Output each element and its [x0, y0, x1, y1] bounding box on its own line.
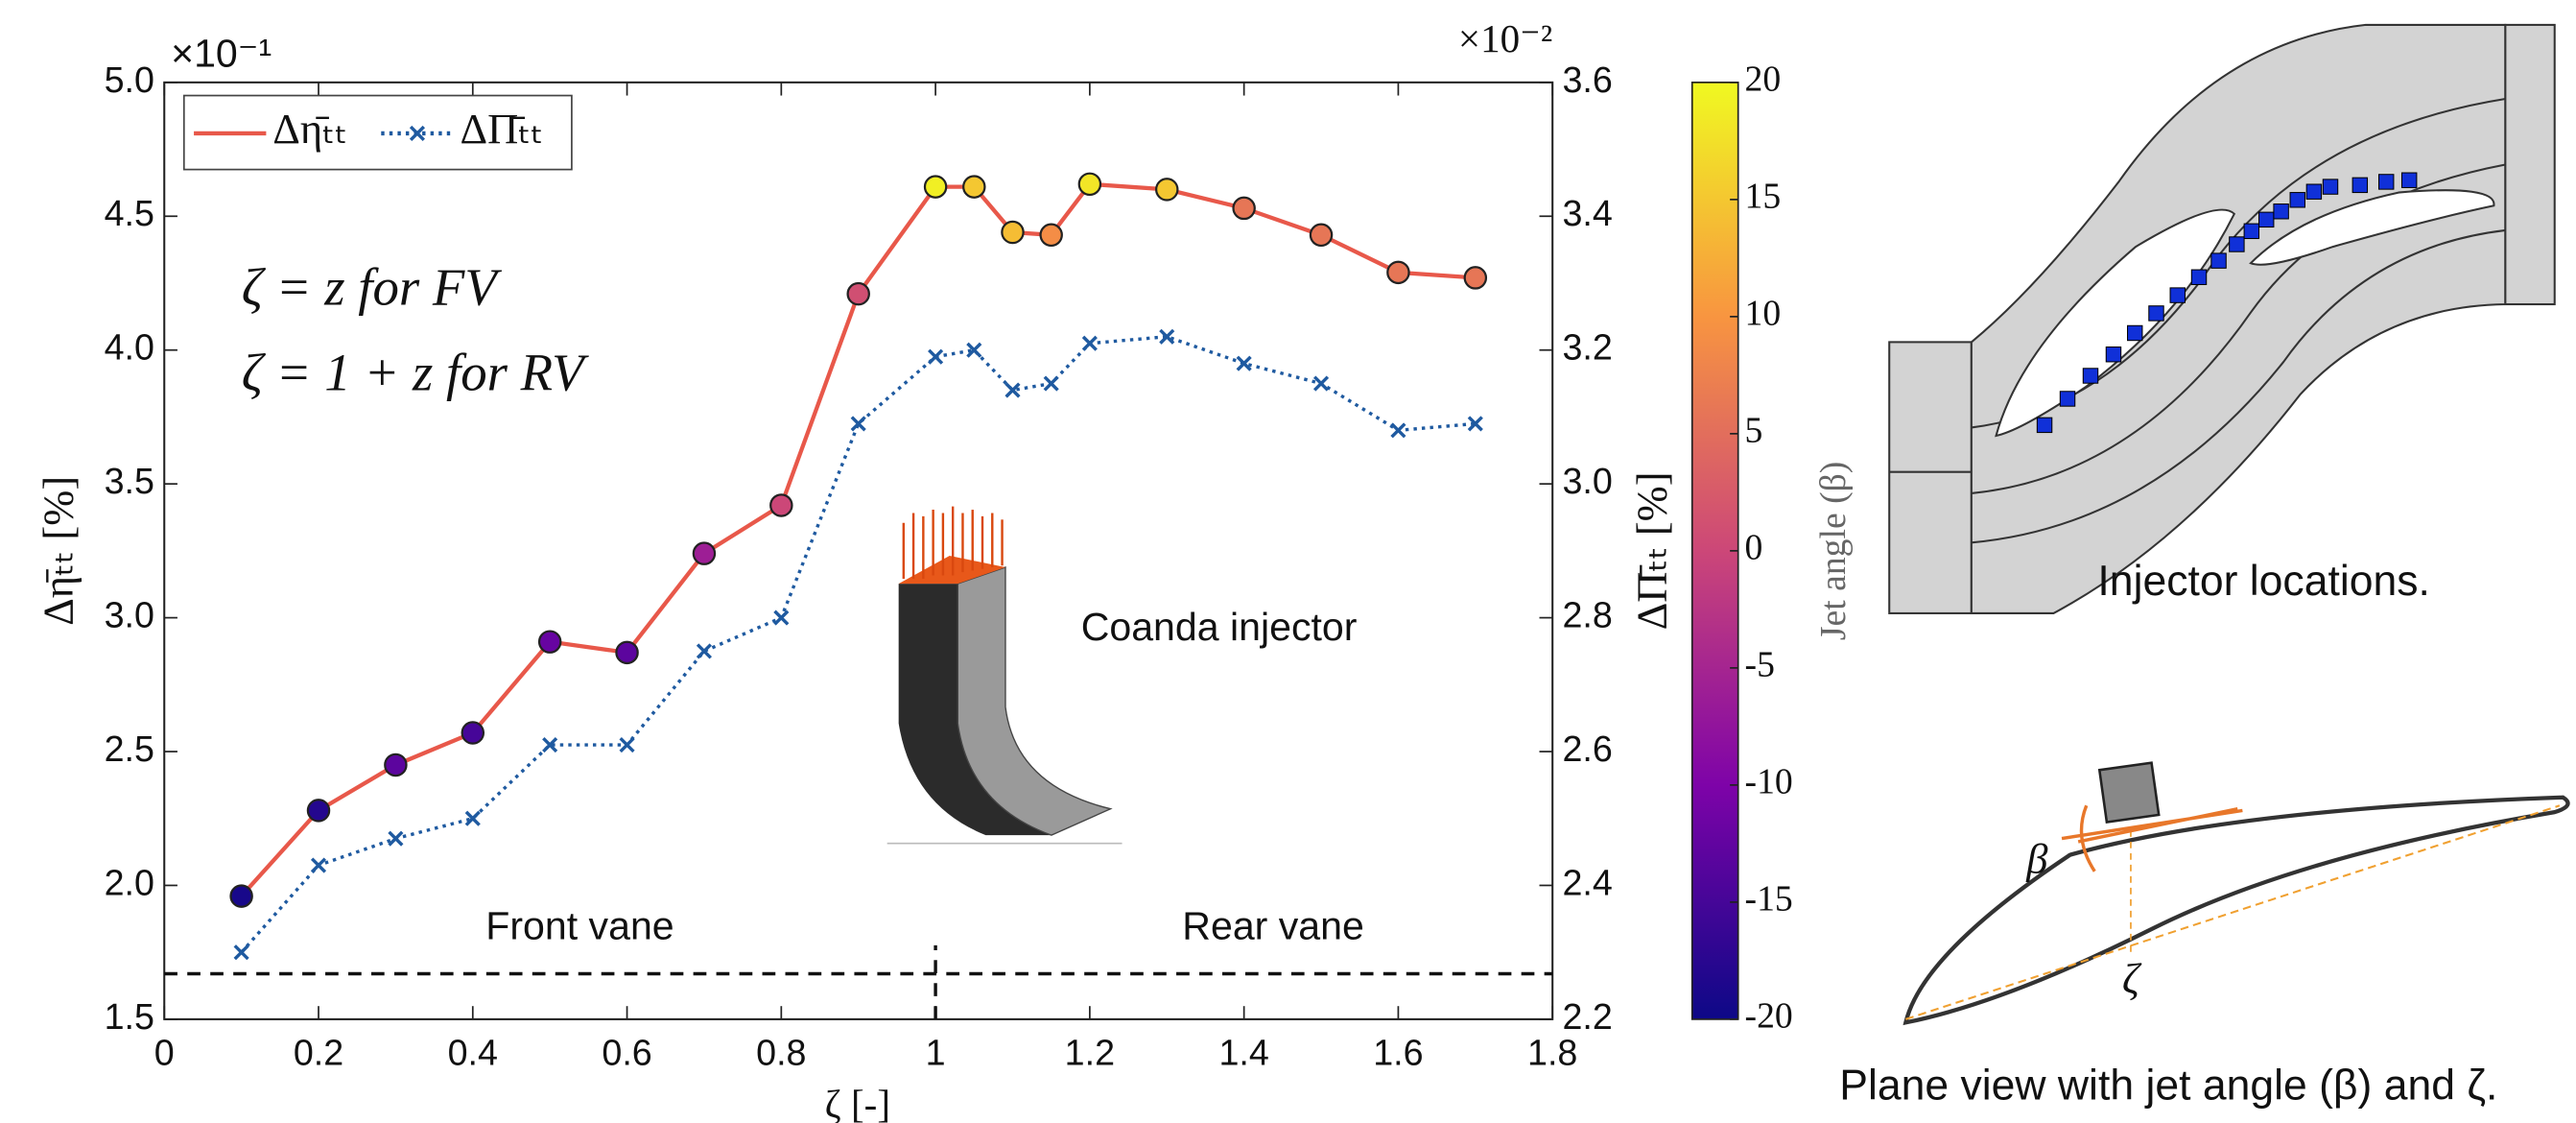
y2-tick-label: 3.2 — [1562, 327, 1612, 368]
annotation: ζ = 1 + z for RV — [242, 344, 589, 402]
y-axis-label: Δη̄ₜₜ [%] — [34, 476, 82, 626]
x-axis-label: ζ [-] — [825, 1082, 890, 1123]
colorbar-label: Jet angle (β) — [1813, 462, 1854, 640]
data-point — [542, 736, 558, 753]
colorbar-tick-label: 10 — [1745, 293, 1782, 333]
x-tick-label: 0 — [154, 1033, 175, 1073]
annotation: Coanda injector — [1081, 605, 1358, 649]
annotation: Front vane — [485, 904, 674, 948]
annotation: ζ = z for FV — [242, 258, 503, 317]
y2-tick-label: 2.8 — [1562, 595, 1612, 635]
plane-caption: Plane view with jet angle (β) and ζ. — [1839, 1063, 2497, 1110]
x-tick-label: 0.4 — [448, 1033, 498, 1073]
data-point — [306, 799, 331, 823]
legend-label: ΔΠ̄ₜₜ — [460, 105, 543, 153]
injector-diagram — [1888, 23, 2556, 614]
data-point — [928, 348, 944, 365]
data-point — [619, 736, 635, 753]
y-tick-label: 2.0 — [105, 862, 154, 902]
x-tick-label: 1 — [926, 1033, 946, 1073]
data-point — [461, 721, 485, 745]
data-point — [966, 342, 982, 358]
y-tick-label: 4.5 — [105, 193, 154, 233]
data-point — [1155, 178, 1179, 202]
data-point — [1077, 172, 1102, 197]
data-point — [850, 416, 866, 432]
annotation: Rear vane — [1182, 904, 1364, 948]
y2-tick-label: 2.6 — [1562, 729, 1612, 769]
colorbar-tick-label: 0 — [1745, 528, 1763, 568]
data-point — [1309, 223, 1334, 248]
x-tick-label: 1.6 — [1373, 1033, 1423, 1073]
y-tick-label: 3.0 — [105, 595, 154, 635]
data-point — [773, 609, 790, 626]
data-point — [1043, 375, 1059, 392]
data-point — [962, 175, 986, 199]
y2-tick-label: 2.4 — [1562, 862, 1612, 902]
legend-label: Δη̄ₜₜ — [272, 105, 347, 153]
data-point — [1232, 196, 1256, 221]
y2-tick-label: 3.0 — [1562, 461, 1612, 501]
data-point — [464, 810, 481, 826]
data-point — [769, 493, 793, 517]
y-tick-label: 1.5 — [105, 996, 154, 1037]
data-point — [1386, 260, 1410, 285]
x-tick-label: 0.8 — [756, 1033, 806, 1073]
data-point — [1312, 375, 1330, 392]
data-point — [310, 857, 327, 873]
data-point — [1467, 416, 1483, 432]
colorbar-tick-label: 20 — [1745, 59, 1782, 99]
x-tick-label: 0.2 — [294, 1033, 343, 1073]
y-tick-label: 4.0 — [105, 327, 154, 368]
x-tick-label: 1.2 — [1065, 1033, 1115, 1073]
y2-tick-label: 3.6 — [1562, 60, 1612, 100]
data-point — [1390, 422, 1406, 439]
colorbar-tick-label: 15 — [1745, 176, 1782, 216]
legend-swatch — [409, 125, 426, 141]
data-point — [1236, 355, 1252, 371]
y-tick-label: 5.0 — [105, 60, 154, 100]
colorbar-tick-label: -5 — [1745, 645, 1775, 685]
data-point — [1159, 328, 1175, 345]
data-point — [1004, 382, 1021, 398]
colorbar-tick-label: 5 — [1745, 411, 1763, 451]
beta-label: β — [2025, 834, 2048, 882]
y2-tick-label: 3.4 — [1562, 193, 1612, 233]
data-point — [615, 640, 639, 665]
y-multiplier: ×10⁻¹ — [171, 31, 272, 75]
data-point — [696, 643, 713, 659]
data-point — [537, 630, 562, 654]
data-point — [846, 281, 870, 306]
x-tick-label: 1.8 — [1527, 1033, 1577, 1073]
data-point — [923, 175, 948, 199]
data-point — [388, 830, 404, 847]
x-tick-label: 0.6 — [602, 1033, 651, 1073]
data-point — [233, 944, 249, 961]
plot-frame — [163, 81, 1554, 1020]
plane-view-diagram — [1902, 761, 2570, 1026]
colorbar-tick-label: -10 — [1745, 762, 1793, 802]
y2-tick-label: 2.2 — [1562, 996, 1612, 1037]
data-point — [692, 541, 717, 565]
data-point — [384, 753, 408, 777]
data-point — [1463, 266, 1488, 290]
colorbar-tick-label: -15 — [1745, 879, 1793, 920]
zeta-label: ζ — [2122, 954, 2142, 1002]
data-point — [1001, 220, 1025, 245]
injector-caption: Injector locations. — [2097, 558, 2429, 605]
y2-multiplier: ×10⁻² — [1458, 16, 1552, 60]
y-tick-label: 3.5 — [105, 461, 154, 501]
y-tick-label: 2.5 — [105, 729, 154, 769]
data-point — [229, 884, 253, 908]
colorbar-tick-label: -20 — [1745, 996, 1793, 1037]
coanda-injector-image — [886, 506, 1123, 845]
y2-axis-label: ΔΠ̄ₜₜ [%] — [1627, 471, 1675, 630]
data-point — [1081, 335, 1098, 351]
x-tick-label: 1.4 — [1218, 1033, 1268, 1073]
data-point — [1039, 223, 1063, 248]
